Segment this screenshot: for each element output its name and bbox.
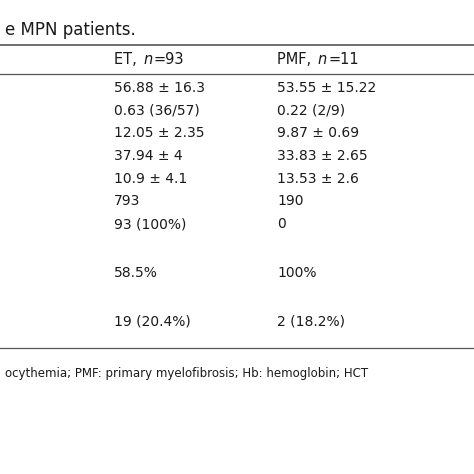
Text: n: n (143, 52, 153, 67)
Text: 793: 793 (114, 194, 140, 209)
Text: 33.83 ± 2.65: 33.83 ± 2.65 (277, 149, 368, 163)
Text: 9.87 ± 0.69: 9.87 ± 0.69 (277, 126, 359, 140)
Text: 58.5%: 58.5% (114, 266, 158, 280)
Text: 0: 0 (277, 217, 286, 231)
Text: =11: =11 (328, 52, 359, 67)
Text: 190: 190 (277, 194, 304, 209)
Text: 93 (100%): 93 (100%) (114, 217, 186, 231)
Text: 0.22 (2/9): 0.22 (2/9) (277, 103, 346, 118)
Text: 19 (20.4%): 19 (20.4%) (114, 315, 191, 329)
Text: 37.94 ± 4: 37.94 ± 4 (114, 149, 182, 163)
Text: ocythemia; PMF: primary myelofibrosis; Hb: hemoglobin; HCT: ocythemia; PMF: primary myelofibrosis; H… (5, 367, 368, 380)
Text: 10.9 ± 4.1: 10.9 ± 4.1 (114, 172, 187, 186)
Text: 12.05 ± 2.35: 12.05 ± 2.35 (114, 126, 204, 140)
Text: ET,: ET, (114, 52, 141, 67)
Text: 56.88 ± 16.3: 56.88 ± 16.3 (114, 81, 205, 95)
Text: 13.53 ± 2.6: 13.53 ± 2.6 (277, 172, 359, 186)
Text: =93: =93 (153, 52, 183, 67)
Text: 100%: 100% (277, 266, 317, 280)
Text: 0.63 (36/57): 0.63 (36/57) (114, 103, 200, 118)
Text: 53.55 ± 15.22: 53.55 ± 15.22 (277, 81, 376, 95)
Text: PMF,: PMF, (277, 52, 316, 67)
Text: e MPN patients.: e MPN patients. (5, 21, 136, 39)
Text: 2 (18.2%): 2 (18.2%) (277, 315, 345, 329)
Text: n: n (318, 52, 327, 67)
